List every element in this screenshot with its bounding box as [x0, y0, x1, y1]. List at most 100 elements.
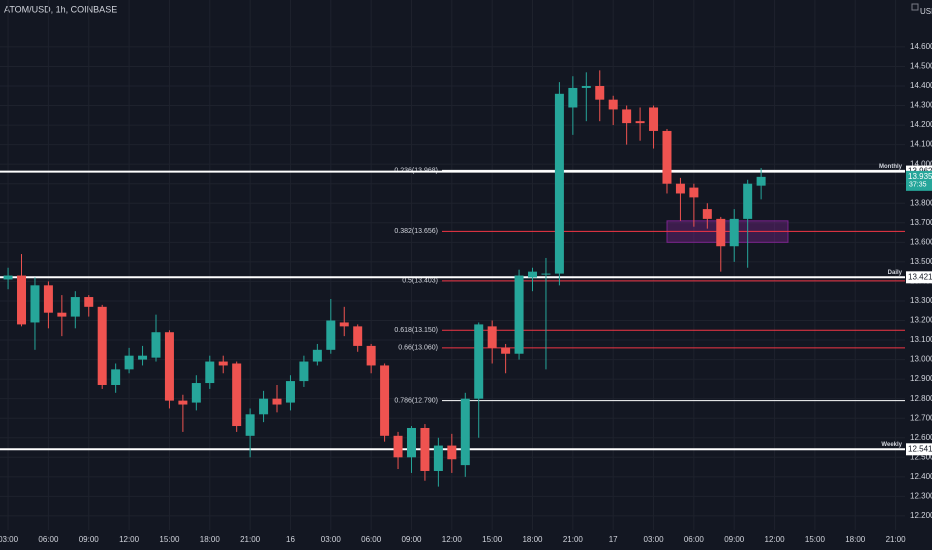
candle-body: [218, 361, 228, 366]
y-tick-label: 12.500: [910, 452, 932, 461]
x-tick-label: 17: [609, 535, 618, 544]
candle-body: [420, 427, 430, 471]
current-price-tag: [906, 170, 932, 191]
x-tick-label: 15:00: [482, 535, 503, 544]
y-tick-label: 14.000: [910, 159, 932, 168]
currency: USD: [920, 7, 932, 16]
candle-body: [393, 435, 403, 458]
candle-body: [743, 183, 753, 219]
candle-body: [299, 361, 309, 382]
x-tick-label: 21:00: [886, 535, 907, 544]
x-tick-label: 06:00: [361, 535, 382, 544]
candle-body: [595, 85, 605, 100]
y-tick-label: 12.200: [910, 511, 932, 520]
price-tag: [906, 271, 932, 284]
candle-body: [554, 93, 564, 274]
candle-body: [568, 87, 578, 108]
candle-body: [649, 107, 659, 131]
candle-body: [205, 361, 215, 384]
y-tick-label: 14.500: [910, 62, 932, 71]
countdown: 37:35: [909, 182, 927, 189]
x-tick-label: 09:00: [724, 535, 745, 544]
candle-body: [514, 275, 524, 354]
x-tick-label: 12:00: [442, 535, 463, 544]
candle-body: [285, 381, 295, 403]
x-tick-label: 18:00: [200, 535, 221, 544]
currency-icon: [911, 3, 919, 11]
candle-body: [111, 369, 121, 385]
candle-body: [729, 218, 739, 247]
y-tick-label: 12.400: [910, 472, 932, 481]
y-tick-label: 13.500: [910, 257, 932, 266]
candle-body: [124, 355, 134, 370]
candle-body: [380, 365, 390, 436]
candle-body: [406, 427, 416, 458]
candle-body: [756, 176, 766, 186]
candle-body: [84, 297, 94, 307]
x-tick-label: 03:00: [0, 535, 19, 544]
candle-body: [138, 355, 148, 360]
candle-body: [326, 320, 336, 350]
x-tick-label: 09:00: [79, 535, 100, 544]
candle-body: [689, 187, 699, 198]
y-tick-label: 13.000: [910, 355, 932, 364]
y-tick-label: 13.200: [910, 316, 932, 325]
x-tick-label: 18:00: [522, 535, 543, 544]
candle-body: [191, 383, 201, 403]
candle-body: [178, 400, 188, 405]
candle-body: [528, 271, 538, 278]
y-tick-label: 13.600: [910, 237, 932, 246]
price-tag-label: 12.541: [908, 444, 932, 453]
y-tick-label: 13.300: [910, 296, 932, 305]
currency-box: [911, 3, 919, 11]
candle-body: [339, 322, 349, 327]
x-tick-label: 21:00: [563, 535, 584, 544]
candle-body: [3, 275, 13, 280]
candle-body: [447, 445, 457, 460]
fib-label: 0.66(13.060): [398, 345, 438, 352]
candle-body: [702, 209, 712, 219]
x-tick-label: 16: [286, 535, 295, 544]
candle-body: [151, 332, 161, 358]
candle-body: [70, 297, 80, 317]
y-tick-label: 14.300: [910, 101, 932, 110]
x-tick-label: 09:00: [401, 535, 422, 544]
candle-body: [272, 398, 282, 405]
fib-label: 0.786(12.790): [394, 397, 438, 404]
fib-label: 0.618(13.150): [394, 327, 438, 334]
key-level-name: Weekly: [881, 442, 902, 448]
x-tick-label: 12:00: [119, 535, 140, 544]
candle-body: [312, 349, 322, 362]
current-price: 13.935: [908, 172, 932, 181]
candle-body: [232, 363, 242, 427]
y-tick-label: 14.200: [910, 120, 932, 129]
candle-body: [608, 99, 618, 110]
key-level-name: Daily: [888, 270, 903, 276]
y-tick-label: 12.900: [910, 374, 932, 383]
x-tick-label: 15:00: [805, 535, 826, 544]
y-tick-label: 13.700: [910, 218, 932, 227]
x-tick-label: 21:00: [240, 535, 261, 544]
candle-body: [366, 345, 376, 366]
fib-label: 0.382(13.656): [394, 228, 438, 235]
y-tick-label: 14.400: [910, 81, 932, 90]
candle-body: [487, 326, 497, 348]
candle-body: [353, 326, 363, 346]
y-tick-label: 14.600: [910, 42, 932, 51]
candle-body: [57, 312, 67, 317]
x-tick-label: 06:00: [38, 535, 59, 544]
x-tick-label: 06:00: [684, 535, 705, 544]
x-tick-label: 03:00: [321, 535, 342, 544]
key-level-name: Monthly: [879, 164, 903, 170]
chart-title: ATOM/USD, 1h, COINBASE: [4, 4, 117, 14]
x-tick-label: 12:00: [765, 535, 786, 544]
y-tick-label: 12.700: [910, 413, 932, 422]
candle-body: [622, 109, 632, 124]
candle-body: [474, 324, 484, 399]
candle-body: [581, 85, 591, 88]
candle-body: [675, 183, 685, 194]
candle-body: [259, 398, 269, 415]
y-tick-label: 12.800: [910, 394, 932, 403]
